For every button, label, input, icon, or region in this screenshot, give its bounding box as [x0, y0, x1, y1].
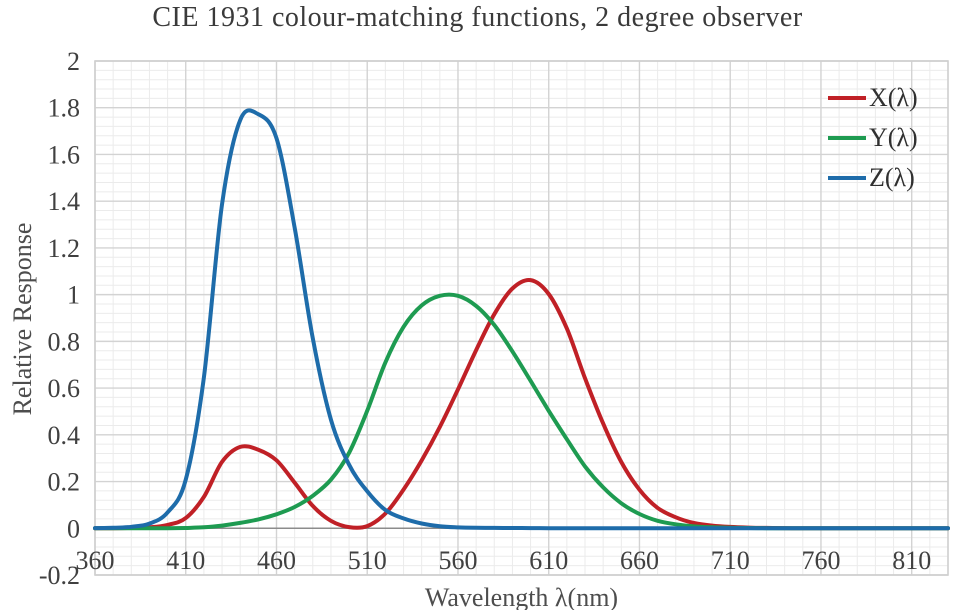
y-tick-label: 0 — [67, 514, 80, 543]
x-axis-title: Wavelength λ(nm) — [424, 583, 619, 610]
legend-swatch — [828, 96, 866, 100]
x-tick-label: 560 — [438, 546, 477, 575]
y-tick-label: 0.8 — [48, 327, 81, 356]
y-axis-title: Relative Response — [8, 222, 37, 416]
legend: X(λ) Y(λ) Z(λ) — [828, 78, 918, 198]
x-tick-label: 660 — [620, 546, 659, 575]
x-tick-label: 410 — [166, 546, 205, 575]
y-tick-label: 1.2 — [48, 234, 81, 263]
legend-item: Y(λ) — [828, 118, 918, 158]
y-tick-label: 0.4 — [48, 421, 81, 450]
plot-border — [94, 60, 949, 576]
x-tick-label: 510 — [348, 546, 387, 575]
chart-title: CIE 1931 colour-matching functions, 2 de… — [152, 2, 803, 33]
y-tick-label: 0.2 — [48, 468, 81, 497]
y-tick-label: -0.2 — [39, 561, 80, 590]
x-tick-label: 760 — [801, 546, 840, 575]
legend-item: X(λ) — [828, 78, 918, 118]
y-tick-label: 1 — [67, 281, 80, 310]
y-tick-label: 1.8 — [48, 94, 81, 123]
legend-label: X(λ) — [869, 83, 918, 112]
legend-swatch — [828, 136, 866, 140]
x-tick-label: 710 — [711, 546, 750, 575]
y-tick-label: 1.4 — [48, 187, 81, 216]
curve-y — [93, 292, 950, 531]
x-tick-label: 460 — [257, 546, 296, 575]
curve-z — [93, 108, 950, 531]
y-tick-label: 2 — [67, 47, 80, 76]
x-tick-label: 810 — [892, 546, 931, 575]
legend-label: Y(λ) — [869, 123, 918, 152]
legend-label: Z(λ) — [869, 163, 915, 192]
y-tick-label: 0.6 — [48, 374, 81, 403]
y-tick-label: 1.6 — [48, 140, 81, 169]
legend-item: Z(λ) — [828, 158, 918, 198]
x-tick-label: 360 — [76, 546, 115, 575]
x-tick-label: 610 — [529, 546, 568, 575]
legend-swatch — [828, 176, 866, 180]
